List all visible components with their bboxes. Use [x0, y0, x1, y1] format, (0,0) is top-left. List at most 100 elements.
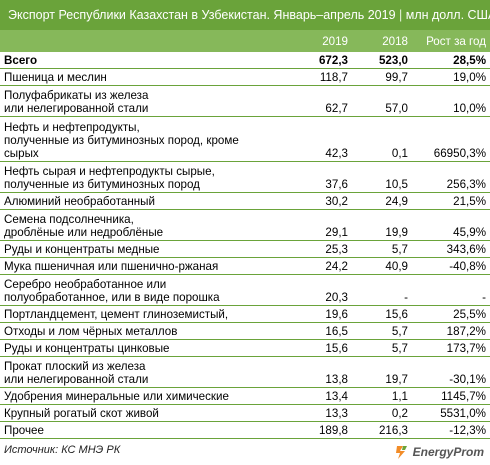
value-2019: 672,3	[292, 52, 352, 69]
row-label: Алюминий необработанный	[0, 192, 292, 210]
value-growth: 10,0%	[412, 85, 490, 117]
value-growth: 21,5%	[412, 192, 490, 210]
row-label-line: полученные из битуминозных пород	[4, 178, 200, 191]
value-2018: 15,6	[352, 305, 412, 323]
energyprom-logo-icon	[394, 444, 410, 460]
row-label-line: Прокат плоский из железа	[4, 360, 146, 373]
row-label: Удобрения минеральные или химические	[0, 387, 292, 405]
value-2018: 19,9	[352, 209, 412, 241]
row-label: Полуфабрикаты из железа или нелегированно…	[0, 85, 292, 117]
value-2018: -	[352, 274, 412, 306]
header-2019: 2019	[292, 30, 352, 52]
row-label-line: Удобрения минеральные или химические	[4, 390, 229, 403]
row-label-line: Нефть и нефтепродукты,	[4, 121, 140, 134]
row-label: Нефть и нефтепродукты, полученные из биту…	[0, 116, 292, 162]
value-2018: 523,0	[352, 52, 412, 69]
value-growth: -	[412, 274, 490, 306]
row-label-line: сырых	[4, 147, 39, 160]
title-separator: |	[399, 8, 403, 22]
table-row: Нефть сырая и нефтепродукты сырые, получе…	[0, 161, 490, 193]
value-growth: -40,8%	[412, 257, 490, 275]
row-label-line: или нелегированной стали	[4, 102, 149, 115]
value-growth: 173,7%	[412, 339, 490, 357]
table-row: Полуфабрикаты из железа или нелегированно…	[0, 85, 490, 117]
table-row: Прокат плоский из железа или нелегированн…	[0, 356, 490, 388]
row-label-line: Отходы и лом чёрных металлов	[4, 325, 178, 338]
value-2018: 5,7	[352, 322, 412, 340]
header-blank	[0, 30, 292, 52]
value-growth: -30,1%	[412, 356, 490, 388]
row-label-line: Нефть сырая и нефтепродукты сырые,	[4, 165, 215, 178]
row-label-line: Полуфабрикаты из железа	[4, 89, 149, 102]
value-growth: 1145,7%	[412, 387, 490, 405]
figure-units: млн долл. США	[405, 8, 490, 22]
table-row: Прочее 189,8 216,3 -12,3%	[0, 421, 490, 439]
value-2018: 40,9	[352, 257, 412, 275]
source-note: Источник: КС МНЭ РК	[4, 444, 121, 456]
row-label-line: дроблёные или недроблёные	[4, 226, 164, 239]
value-2019: 15,6	[292, 339, 352, 357]
value-growth: 66950,3%	[412, 116, 490, 162]
row-label: Отходы и лом чёрных металлов	[0, 322, 292, 340]
row-label: Всего	[0, 52, 292, 69]
value-2019: 29,1	[292, 209, 352, 241]
energyprom-logo: EnergyProm	[394, 442, 484, 462]
row-label-line: Пшеница и меслин	[4, 71, 107, 84]
value-2019: 19,6	[292, 305, 352, 323]
value-growth: -12,3%	[412, 421, 490, 439]
value-2019: 16,5	[292, 322, 352, 340]
value-2018: 19,7	[352, 356, 412, 388]
row-label: Руды и концентраты медные	[0, 240, 292, 258]
row-label-line: Всего	[4, 54, 38, 67]
row-label-line: Алюминий необработанный	[4, 195, 155, 208]
figure-footer: Источник: КС МНЭ РК EnergyProm	[0, 440, 490, 464]
value-2019: 30,2	[292, 192, 352, 210]
table-row: Руды и концентраты медные 25,3 5,7 343,6%	[0, 240, 490, 258]
row-label: Руды и концентраты цинковые	[0, 339, 292, 357]
value-2018: 24,9	[352, 192, 412, 210]
value-2018: 5,7	[352, 339, 412, 357]
table-row: Портландцемент, цемент глиноземистый, 19,…	[0, 305, 490, 323]
row-label-line: Руды и концентраты медные	[4, 243, 160, 256]
row-label: Серебро необработанное или полуобработанн…	[0, 274, 292, 306]
header-2018: 2018	[352, 30, 412, 52]
value-growth: 19,0%	[412, 68, 490, 86]
value-2019: 37,6	[292, 161, 352, 193]
header-growth: Рост за год	[412, 30, 490, 52]
row-label: Прокат плоский из железа или нелегированн…	[0, 356, 292, 388]
row-label: Семена подсолнечника, дроблёные или недро…	[0, 209, 292, 241]
row-label-line: полученные из битуминозных пород, кроме	[4, 134, 239, 147]
row-label: Крупный рогатый скот живой	[0, 404, 292, 422]
value-2019: 189,8	[292, 421, 352, 439]
row-label: Портландцемент, цемент глиноземистый,	[0, 305, 292, 323]
row-label-line: полуобработанное, или в виде порошка	[4, 291, 220, 304]
value-2019: 118,7	[292, 68, 352, 86]
row-label-line: или нелегированной стали	[4, 373, 149, 386]
value-2019: 62,7	[292, 85, 352, 117]
row-label: Мука пшеничная или пшенично-ржаная	[0, 257, 292, 275]
row-label-line: Серебро необработанное или	[4, 278, 167, 291]
value-growth: 5531,0%	[412, 404, 490, 422]
figure-title-bar: Экспорт Республики Казахстан в Узбекиста…	[0, 0, 490, 30]
value-2018: 99,7	[352, 68, 412, 86]
row-label-line: Руды и концентраты цинковые	[4, 342, 170, 355]
table-row: Семена подсолнечника, дроблёные или недро…	[0, 209, 490, 241]
value-growth: 45,9%	[412, 209, 490, 241]
table-row: Крупный рогатый скот живой 13,3 0,2 5531,0%	[0, 404, 490, 422]
row-label: Прочее	[0, 421, 292, 439]
table-header-row: 2019 2018 Рост за год	[0, 30, 490, 52]
value-2018: 0,2	[352, 404, 412, 422]
table-row: Отходы и лом чёрных металлов 16,5 5,7 187,2…	[0, 322, 490, 340]
row-label-line: Прочее	[4, 424, 44, 437]
table-row: Всего 672,3 523,0 28,5%	[0, 52, 490, 69]
value-growth: 256,3%	[412, 161, 490, 193]
value-2019: 24,2	[292, 257, 352, 275]
value-growth: 343,6%	[412, 240, 490, 258]
table-row: Алюминий необработанный 30,2 24,9 21,5%	[0, 192, 490, 210]
energyprom-logo-text: EnergyProm	[412, 445, 484, 459]
value-2019: 20,3	[292, 274, 352, 306]
table-row: Мука пшеничная или пшенично-ржаная 24,2 40…	[0, 257, 490, 275]
value-2018: 10,5	[352, 161, 412, 193]
value-2018: 5,7	[352, 240, 412, 258]
